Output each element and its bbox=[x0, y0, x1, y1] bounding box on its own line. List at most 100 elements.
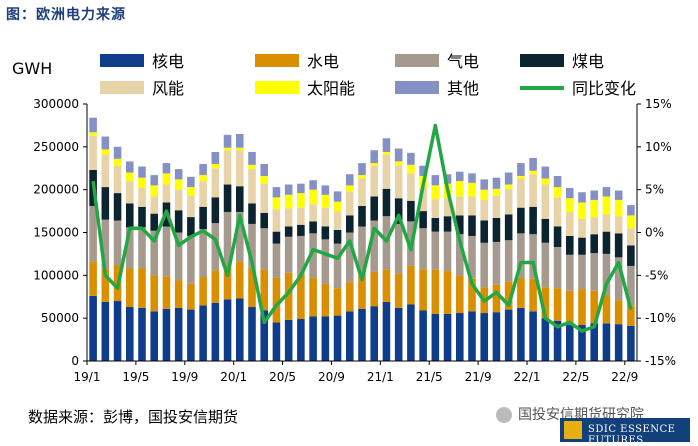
bar-segment-煤电-19/11 bbox=[212, 197, 220, 223]
bar-segment-水电-21/7 bbox=[456, 275, 464, 313]
bar-segment-风能-21/7 bbox=[456, 197, 464, 216]
bar-segment-太阳能-19/10 bbox=[199, 175, 207, 181]
bar-segment-核电-19/10 bbox=[199, 305, 207, 361]
bar-segment-煤电-20/4 bbox=[273, 232, 281, 244]
bar-segment-其他-22/5 bbox=[578, 192, 586, 202]
bar-segment-太阳能-21/2 bbox=[395, 161, 403, 165]
y-tick-label: 250000 bbox=[33, 140, 79, 154]
bar-segment-其他-20/12 bbox=[370, 150, 378, 163]
bar-segment-水电-19/4 bbox=[126, 268, 134, 307]
bar-segment-煤电-21/3 bbox=[407, 201, 415, 222]
bar-segment-风能-21/12 bbox=[517, 179, 525, 208]
bar-segment-气电-22/5 bbox=[578, 255, 586, 289]
y-tick-label: 200000 bbox=[33, 183, 79, 197]
bar-segment-其他-21/2 bbox=[395, 149, 403, 162]
bar-segment-煤电-22/4 bbox=[566, 236, 574, 255]
bar-segment-气电-21/11 bbox=[505, 240, 513, 281]
legend: 核电水电气电煤电风能太阳能其他同比变化 bbox=[100, 52, 636, 98]
bar-segment-煤电-21/6 bbox=[444, 216, 452, 231]
bar-segment-太阳能-21/8 bbox=[468, 183, 476, 197]
bar-segment-煤电-22/8 bbox=[615, 233, 623, 257]
bar-segment-风能-20/1 bbox=[236, 150, 244, 186]
bar-segment-风能-20/3 bbox=[260, 184, 268, 213]
bar-segment-其他-19/9 bbox=[187, 177, 195, 187]
bar-segment-风能-22/9 bbox=[627, 228, 635, 245]
bar-segment-其他-22/4 bbox=[566, 188, 574, 198]
bar-segment-核电-19/5 bbox=[138, 308, 146, 361]
bar-segment-太阳能-20/12 bbox=[370, 163, 378, 166]
bar-segment-气电-22/2 bbox=[542, 243, 550, 288]
bar-segment-气电-19/7 bbox=[163, 227, 171, 277]
x-tick-label: 22/9 bbox=[611, 370, 638, 384]
bar-segment-风能-21/11 bbox=[505, 189, 513, 215]
bar-segment-气电-21/4 bbox=[419, 228, 427, 269]
bar-segment-气电-20/4 bbox=[273, 244, 281, 278]
bar-segment-气电-21/9 bbox=[480, 243, 488, 288]
bar-segment-太阳能-22/8 bbox=[615, 200, 623, 216]
bar-segment-风能-20/9 bbox=[334, 211, 342, 230]
bar-segment-其他-19/12 bbox=[224, 135, 232, 148]
logo-mark-icon bbox=[564, 421, 582, 439]
y-axis-label: GWH bbox=[12, 59, 52, 78]
bar-segment-水电-20/1 bbox=[236, 262, 244, 299]
legend-label-同比变化: 同比变化 bbox=[572, 79, 636, 98]
bar-segment-其他-21/9 bbox=[480, 179, 488, 189]
bar-segment-其他-20/1 bbox=[236, 134, 244, 148]
bar-segment-太阳能-20/6 bbox=[297, 193, 305, 208]
bar-segment-核电-22/4 bbox=[566, 325, 574, 361]
x-tick-label: 19/1 bbox=[74, 370, 101, 384]
bar-segment-煤电-19/2 bbox=[102, 187, 110, 220]
bar-segment-水电-21/10 bbox=[493, 285, 501, 312]
y2-tick-label: -15% bbox=[645, 354, 676, 368]
bar-segment-煤电-21/1 bbox=[383, 189, 391, 216]
bar-segment-风能-22/7 bbox=[603, 215, 611, 232]
bar-segment-气电-22/6 bbox=[590, 253, 598, 291]
bar-segment-其他-21/11 bbox=[505, 173, 513, 185]
bar-segment-风能-20/12 bbox=[370, 166, 378, 197]
bar-segment-水电-19/5 bbox=[138, 268, 146, 307]
bar-segment-风能-22/1 bbox=[529, 174, 537, 207]
bar-segment-煤电-19/8 bbox=[175, 210, 183, 232]
bar-segment-其他-22/7 bbox=[603, 187, 611, 196]
bar-segment-核电-20/10 bbox=[346, 311, 354, 361]
y2-tick-label: -5% bbox=[645, 268, 668, 282]
bar-segment-煤电-21/11 bbox=[505, 215, 513, 241]
legend-swatch-气电 bbox=[395, 54, 439, 67]
bar-segment-水电-22/4 bbox=[566, 291, 574, 325]
bar-segment-水电-20/10 bbox=[346, 282, 354, 311]
bar-segment-太阳能-21/7 bbox=[456, 181, 464, 196]
y2-tick-label: 5% bbox=[645, 183, 664, 197]
bar-segment-太阳能-22/7 bbox=[603, 197, 611, 215]
bar-segment-其他-19/3 bbox=[114, 147, 122, 159]
x-tick-label: 20/9 bbox=[318, 370, 345, 384]
bar-segment-其他-22/1 bbox=[529, 158, 537, 171]
bar-segment-风能-19/5 bbox=[138, 188, 146, 207]
bar-segment-核电-19/3 bbox=[114, 301, 122, 361]
bar-segment-风能-22/8 bbox=[615, 216, 623, 233]
bar-segment-水电-22/3 bbox=[554, 288, 562, 321]
bar-segment-太阳能-19/2 bbox=[102, 149, 110, 154]
bar-segment-煤电-19/5 bbox=[138, 207, 146, 228]
bar-segment-其他-21/10 bbox=[493, 178, 501, 189]
bar-segment-核电-21/9 bbox=[480, 313, 488, 361]
bar-segment-太阳能-22/1 bbox=[529, 171, 537, 174]
legend-label-气电: 气电 bbox=[447, 52, 479, 71]
bar-segment-水电-19/6 bbox=[150, 275, 158, 311]
bar-segment-气电-21/2 bbox=[395, 224, 403, 274]
bar-segment-太阳能-21/5 bbox=[432, 185, 440, 199]
bar-segment-太阳能-19/12 bbox=[224, 148, 232, 151]
bar-segment-太阳能-19/9 bbox=[187, 187, 195, 196]
bar-segment-水电-19/11 bbox=[212, 270, 220, 303]
bar-segment-煤电-20/9 bbox=[334, 230, 342, 244]
bar-segment-风能-19/7 bbox=[163, 185, 171, 203]
bar-segment-核电-21/5 bbox=[432, 314, 440, 361]
x-tick-label: 21/1 bbox=[367, 370, 394, 384]
bar-segment-太阳能-20/11 bbox=[358, 175, 366, 178]
bar-segment-太阳能-19/1 bbox=[89, 132, 97, 135]
bar-segment-煤电-19/3 bbox=[114, 193, 122, 220]
bar-segment-风能-19/6 bbox=[150, 197, 158, 214]
bar-segment-其他-19/2 bbox=[102, 137, 110, 150]
bar-segment-其他-22/9 bbox=[627, 205, 635, 215]
bar-segment-气电-21/10 bbox=[493, 242, 501, 285]
